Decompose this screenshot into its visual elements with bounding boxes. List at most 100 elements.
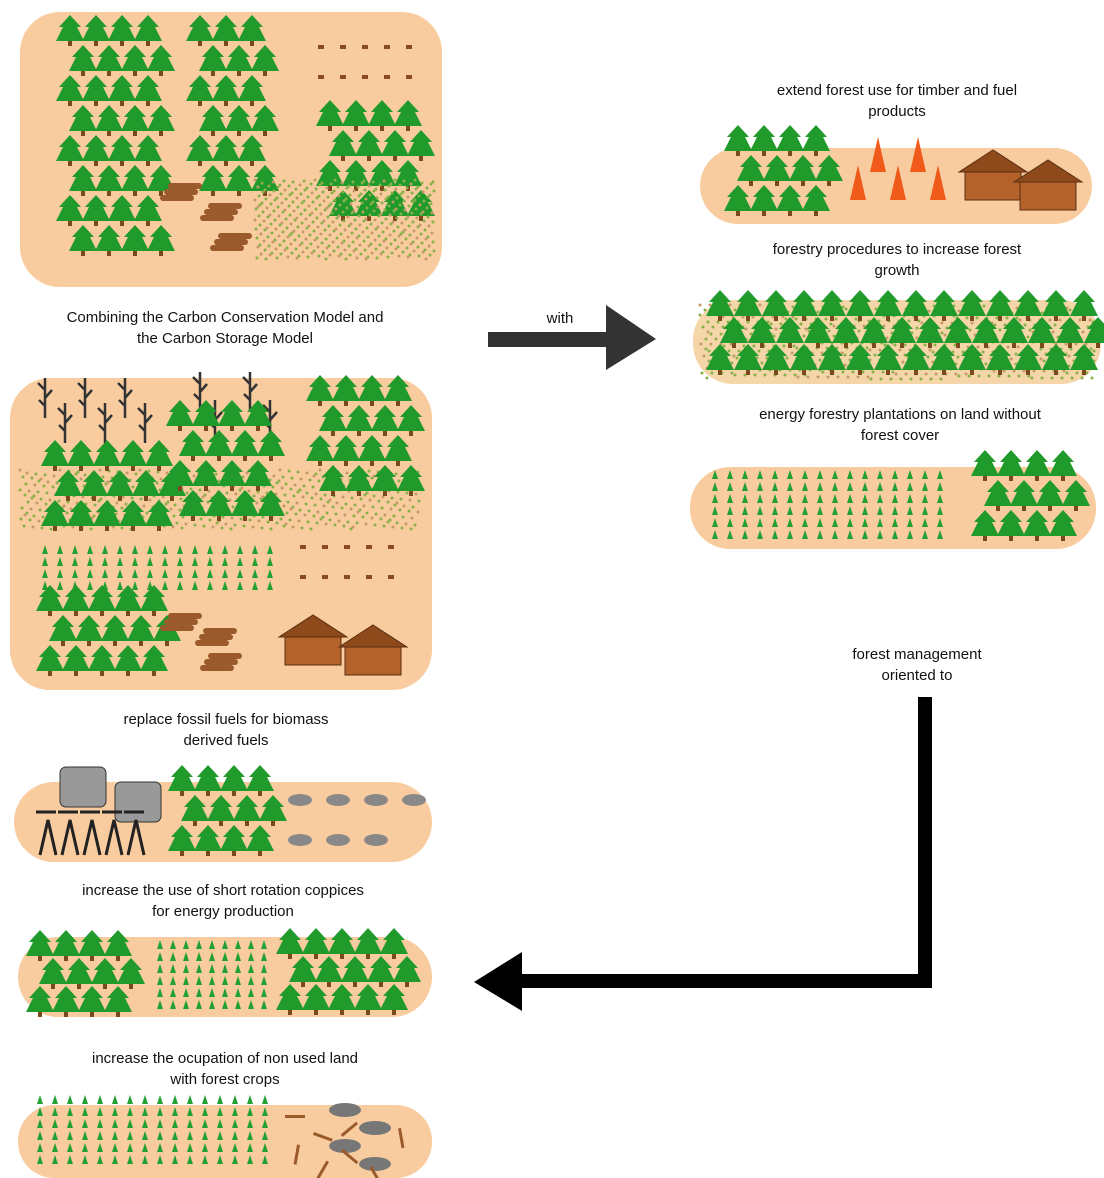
scrub [255,228,258,231]
scrub [59,469,62,472]
scrub [402,251,405,254]
scrub [382,231,385,234]
scrub [935,373,938,376]
scrub [405,523,408,526]
scrub [347,236,350,239]
scrub [867,376,870,379]
scrub [842,371,845,374]
scrub [281,222,284,225]
scrub [293,495,296,498]
scrub [402,191,405,194]
scrub [24,514,27,517]
scrub [295,188,298,191]
scrub [254,179,257,182]
scrub [366,227,369,230]
scrub [37,491,40,494]
scrub [293,230,296,233]
scrub [320,233,323,236]
scrub [173,515,176,518]
scrub [966,317,969,320]
scrub [285,198,288,201]
scrub [308,225,311,228]
scrub [41,527,44,530]
scrub [360,193,363,196]
scrub [1018,375,1021,378]
scrub [337,246,340,249]
scrub [794,374,797,377]
scrub [135,473,138,476]
scrub [361,202,364,205]
scrub [432,241,435,244]
scrub [331,212,334,215]
scrub [286,512,289,515]
scrub [45,503,48,506]
scrub [930,378,933,381]
scrub [140,498,143,501]
scrub [301,242,304,245]
scrub [1051,377,1054,380]
rock [329,1103,361,1117]
scrub [339,204,342,207]
scrub [275,248,278,251]
log [199,634,233,640]
sapling [142,1095,148,1104]
scrub [102,476,105,479]
label: extend forest use for timber and fuelpro… [777,82,1017,120]
scrub [321,182,324,185]
scrub [910,378,913,381]
scrub [342,496,345,499]
scrub [408,510,411,513]
sapling [97,1095,103,1104]
plot-mark [362,45,368,49]
scrub [393,230,396,233]
log [200,665,234,671]
scrub [278,235,281,238]
debris [285,1115,305,1118]
scrub [420,233,423,236]
scrub [326,207,329,210]
scrub [19,469,22,472]
scrub [166,472,169,475]
scrub [346,207,349,210]
scrub [424,229,427,232]
scrub [934,344,937,347]
scrub [355,228,358,231]
scrub [965,373,968,376]
scrub [395,473,398,476]
scrub [433,190,436,193]
scrub [317,226,320,229]
scrub [349,254,352,257]
scrub [706,377,709,380]
scrub [105,483,108,486]
scrub [334,179,337,182]
scrub [179,509,182,512]
plot-mark [340,75,346,79]
scrub [431,212,434,215]
label-line: the Carbon Storage Model [137,330,313,347]
label-line: extend forest use for timber and fuel [777,82,1017,99]
scrub [84,474,87,477]
scrub [310,183,313,186]
scrub [305,503,308,506]
scrub [281,487,284,490]
scrub [383,525,386,528]
scrub [310,243,313,246]
scrub [308,205,311,208]
scrub [19,489,22,492]
scrub [426,207,429,210]
scrub [409,499,412,502]
scrub [825,318,828,321]
scrub [312,221,315,224]
scrub [359,244,362,247]
scrub [319,204,322,207]
scrub [375,248,378,251]
scrub [249,519,252,522]
scrub [406,492,409,495]
scrub [332,506,335,509]
scrub [1079,319,1082,322]
scrub [858,330,861,333]
scrub [364,494,367,497]
scrub [270,528,273,531]
scrub [406,247,409,250]
scrub [269,214,272,217]
